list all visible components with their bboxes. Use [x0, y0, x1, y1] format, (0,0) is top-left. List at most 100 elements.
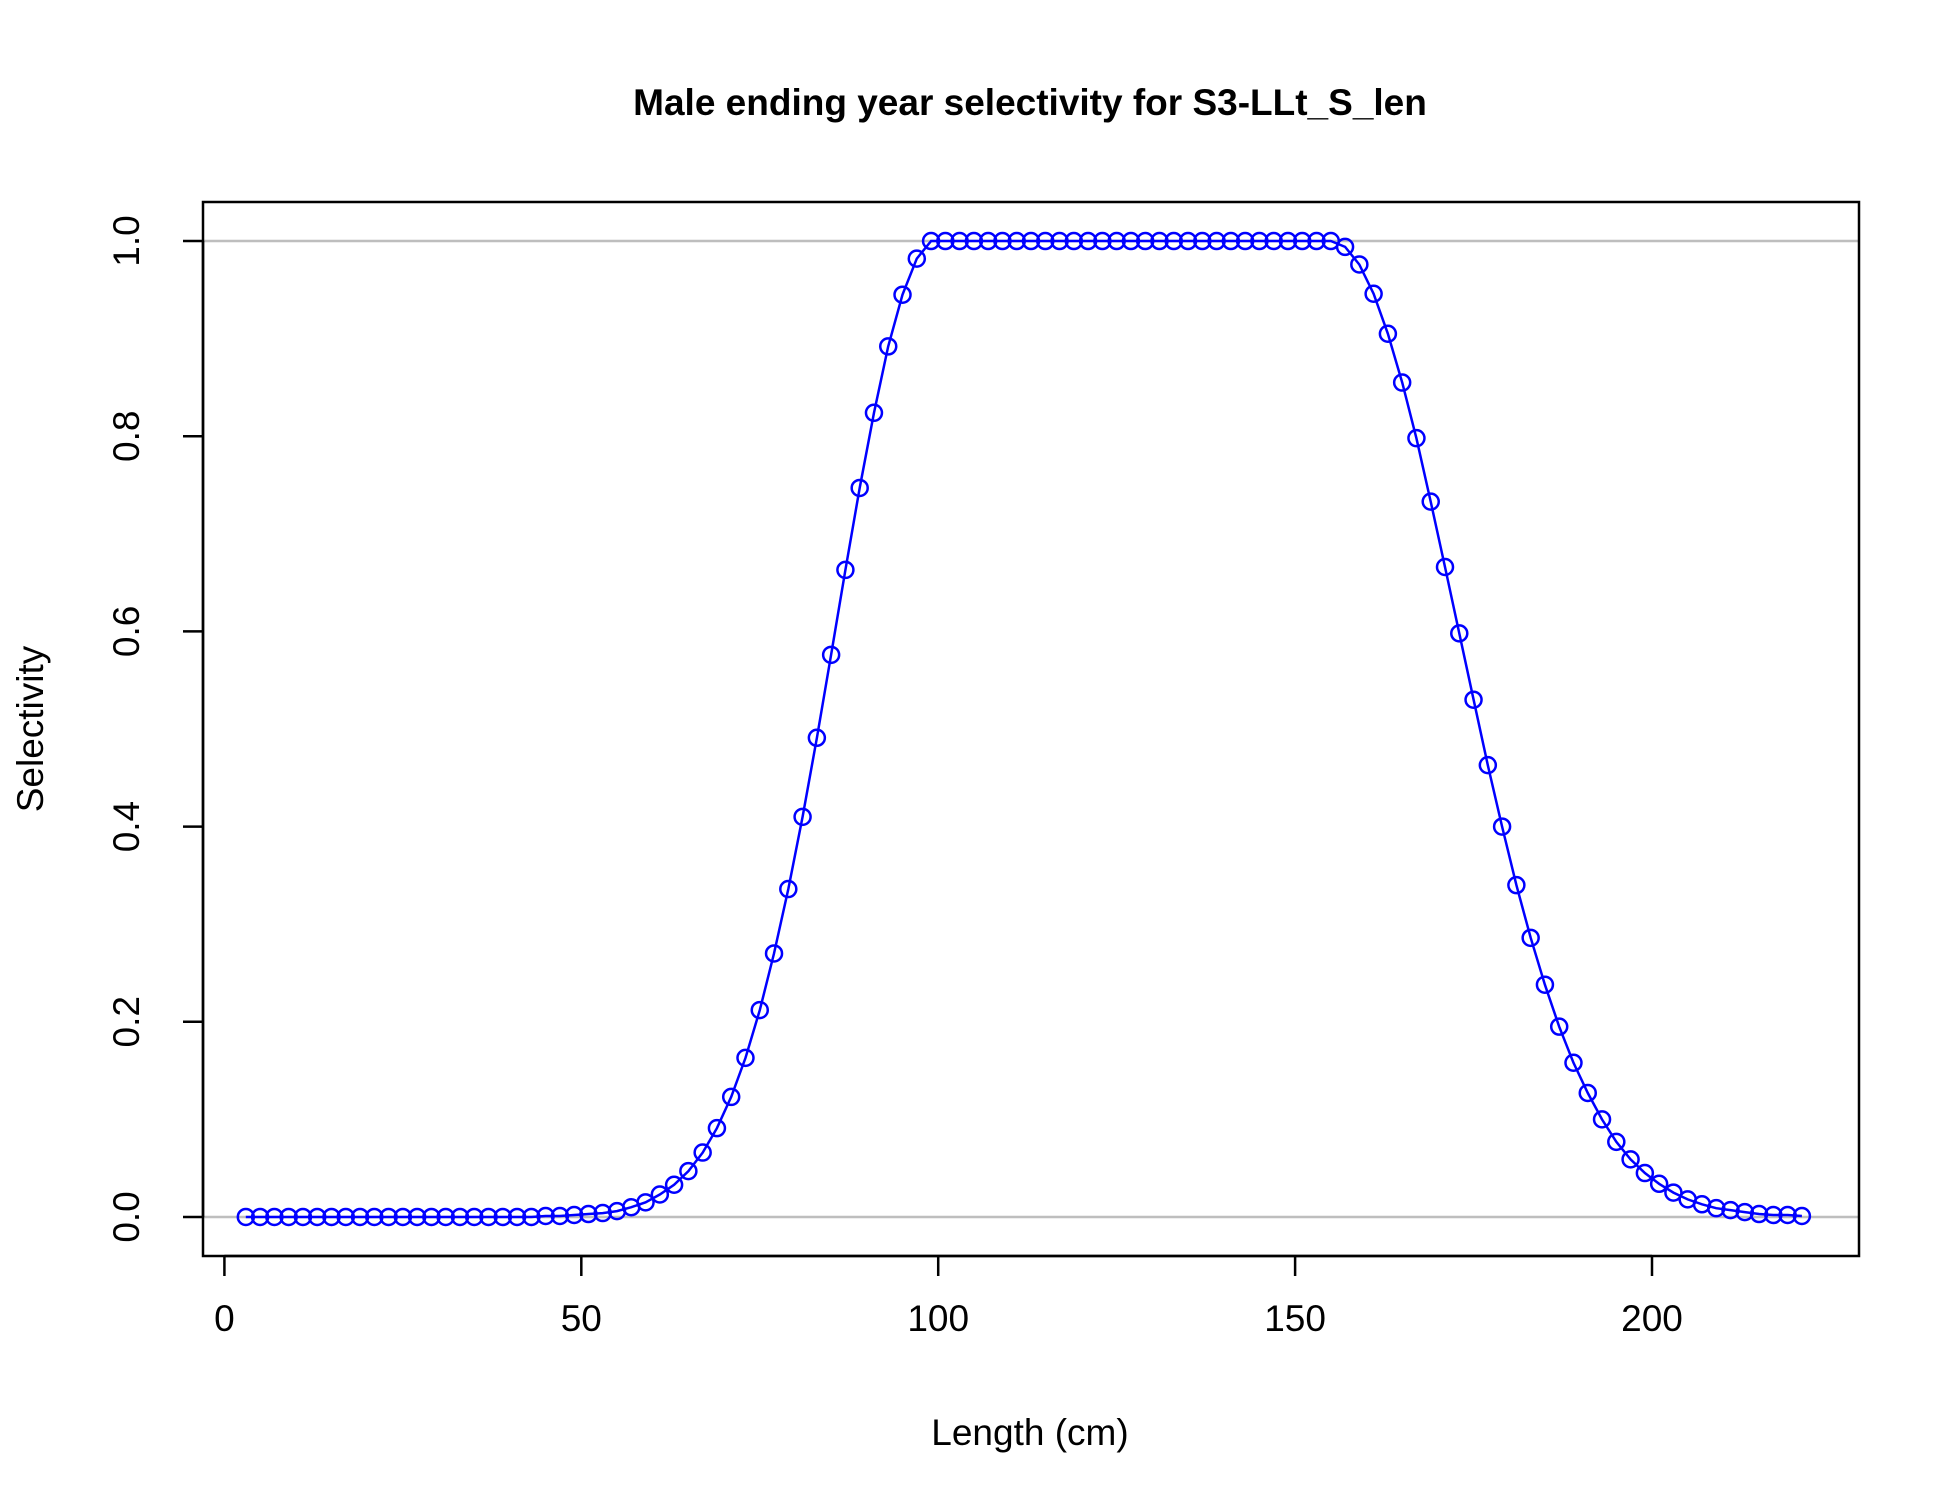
data-point [736, 1048, 755, 1068]
data-point [464, 1207, 484, 1227]
data-point [522, 1207, 541, 1227]
data-point [1706, 1198, 1726, 1218]
data-point [379, 1207, 398, 1227]
reference-lines [203, 239, 1859, 1219]
data-point [593, 1203, 612, 1223]
data-point [564, 1205, 584, 1225]
data-point [322, 1207, 341, 1227]
data-point [1607, 1132, 1626, 1152]
data-point [850, 478, 869, 498]
data-point [878, 337, 898, 356]
data-point [893, 285, 912, 304]
data-point [393, 1207, 413, 1227]
y-axis-label: Selectivity [10, 645, 51, 812]
x-tick-label: 100 [907, 1298, 969, 1339]
data-point [1392, 373, 1412, 392]
data-point [1093, 231, 1112, 251]
data-point [1592, 1110, 1612, 1129]
data-point [1764, 1205, 1783, 1225]
data-point [1364, 284, 1383, 303]
data-point [1235, 231, 1255, 251]
data-point [1549, 1017, 1569, 1036]
data-point [1335, 237, 1355, 257]
x-axis: 0 50 100 150 200 [214, 1254, 1683, 1339]
data-point [650, 1185, 670, 1204]
data-point [978, 231, 998, 251]
data-point [1278, 231, 1298, 251]
data-point [507, 1207, 527, 1227]
data-point [636, 1193, 655, 1212]
data-point [1407, 428, 1426, 448]
y-tick-label: 1.0 [106, 215, 147, 266]
data-point [821, 645, 841, 665]
data-point [836, 560, 855, 580]
data-point [250, 1207, 270, 1227]
x-tick-label: 0 [214, 1298, 235, 1339]
data-point [1578, 1083, 1598, 1103]
data-point [907, 249, 927, 268]
data-point [1478, 755, 1498, 775]
data-point [664, 1175, 684, 1195]
data-point [265, 1207, 284, 1227]
data-point [1749, 1204, 1769, 1224]
y-axis: 0.0 0.2 0.4 0.6 0.8 1.0 [106, 215, 205, 1243]
data-point [1150, 231, 1169, 251]
data-point [1635, 1163, 1655, 1183]
data-point [1621, 1150, 1640, 1169]
data-point [1492, 817, 1512, 836]
data-point [1378, 324, 1398, 343]
data-point [1792, 1206, 1812, 1226]
y-tick-label: 0.0 [106, 1191, 147, 1242]
data-point [536, 1206, 555, 1226]
data-point [1778, 1205, 1797, 1225]
data-point [693, 1143, 712, 1162]
data-point [1507, 875, 1526, 895]
data-point [479, 1207, 498, 1227]
data-point [1078, 231, 1098, 251]
data-point [407, 1207, 427, 1227]
data-point [1036, 231, 1055, 251]
data-point [1207, 231, 1226, 251]
series-layer [236, 231, 1812, 1227]
data-point [1221, 231, 1241, 251]
data-point [1021, 231, 1041, 251]
data-point [450, 1207, 470, 1227]
data-point [293, 1207, 313, 1227]
data-point [365, 1207, 384, 1227]
data-point [1564, 1053, 1583, 1073]
data-point [721, 1087, 741, 1107]
data-point [964, 231, 984, 251]
data-point [307, 1207, 327, 1227]
data-point [1307, 231, 1326, 251]
chart-title: Male ending year selectivity for S3-LLt_… [633, 82, 1427, 123]
data-point [1735, 1202, 1755, 1222]
plot-frame [201, 200, 1861, 1258]
data-point [1721, 1200, 1740, 1220]
data-point [779, 879, 798, 899]
data-point [1435, 557, 1455, 577]
data-point [1464, 690, 1483, 709]
data-point [750, 1000, 770, 1020]
data-point [236, 1207, 256, 1227]
data-point [936, 231, 955, 251]
data-point [1050, 231, 1069, 251]
x-tick-label: 200 [1621, 1298, 1683, 1339]
data-point [1193, 231, 1212, 251]
data-point [1064, 231, 1084, 251]
data-point [764, 944, 784, 963]
x-tick-label: 50 [561, 1298, 602, 1339]
data-point [921, 231, 941, 251]
data-point [707, 1118, 727, 1138]
data-point [1250, 231, 1269, 251]
data-point [679, 1161, 698, 1181]
data-point [1178, 231, 1198, 251]
data-point [1164, 231, 1184, 251]
data-point [1649, 1174, 1669, 1194]
data-point [1521, 928, 1540, 948]
data-point [1350, 255, 1369, 274]
series-line-0 [245, 239, 1802, 1219]
data-point [1450, 624, 1469, 643]
data-point [1135, 231, 1155, 251]
data-point [807, 728, 827, 748]
